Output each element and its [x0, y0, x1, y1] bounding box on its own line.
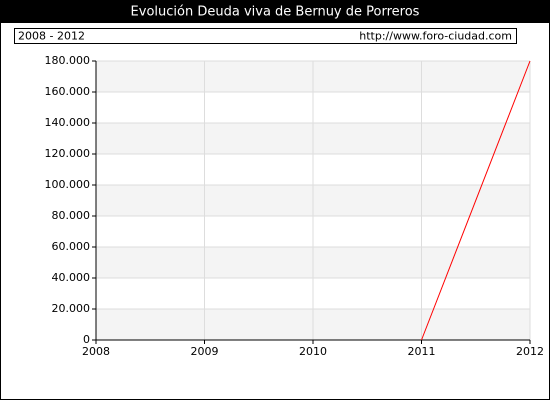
y-tick-label: 180.000 — [45, 54, 91, 67]
period: 2008 - 2012 — [18, 30, 85, 43]
y-tick-label: 20.000 — [52, 302, 91, 315]
info-box — [14, 28, 517, 44]
y-tick-label: 160.000 — [45, 85, 91, 98]
x-tick-label: 2008 — [82, 345, 110, 358]
x-tick-label: 2010 — [299, 345, 327, 358]
x-tick-label: 2011 — [408, 345, 436, 358]
source: http://www.foro-ciudad.com — [359, 30, 512, 43]
y-tick-label: 40.000 — [52, 271, 91, 284]
title-bar — [0, 0, 550, 23]
y-tick-label: 60.000 — [52, 240, 91, 253]
line — [421, 60, 531, 341]
x-tick-label: 2009 — [191, 345, 219, 358]
chart-title: Evolución Deuda viva de Bernuy de Porrer… — [131, 5, 420, 20]
y-tick-label: 120.000 — [45, 147, 91, 160]
y-tick-label: 100.000 — [45, 178, 91, 191]
y-tick-label: 80.000 — [52, 209, 91, 222]
y-tick-label: 0 — [83, 333, 90, 346]
y-tick-label: 140.000 — [45, 116, 91, 129]
x-tick-label: 2012 — [516, 345, 544, 358]
